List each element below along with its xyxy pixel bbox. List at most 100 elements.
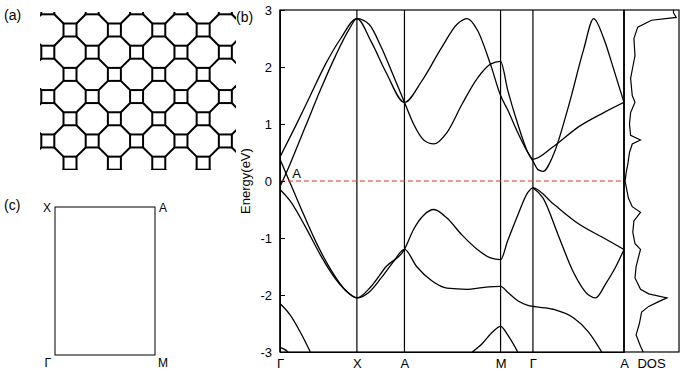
lattice-bond [121,59,130,68]
y-tick-label: -1 [260,231,272,246]
lattice-square [130,12,143,14]
lattice-bond [121,147,130,156]
bz-corner-label: Γ [44,356,51,370]
x-tick-label: A [620,356,629,371]
lattice-bond [187,59,196,68]
lattice-bond [99,37,108,46]
annotation: A [292,166,301,181]
lattice-square [108,112,121,125]
lattice-square [86,90,99,103]
lattice-square [130,90,143,103]
y-tick: 1 [265,117,285,132]
lattice-bond [121,81,130,90]
lattice-bond [143,14,152,23]
lattice-bond [54,59,63,68]
lattice-bond [99,125,108,134]
bz-corner-label: A [159,201,167,215]
lattice-square [108,24,121,37]
lattice-bond [77,59,86,68]
lattice-bond [77,147,86,156]
lattice-bond [165,59,174,68]
lattice-bond [187,170,196,171]
dos-frame [624,10,679,352]
lattice-square [197,157,210,170]
lattice-bond [99,103,108,112]
lattice-square [174,134,187,147]
lattice-bond [54,81,63,90]
lattice-bond [232,103,236,112]
lattice-bond [54,125,63,134]
lattice-bond [143,103,152,112]
lattice-square [174,12,187,14]
band-line [280,347,288,352]
lattice-bond [54,14,63,23]
lattice-bond [143,125,152,134]
band-line [280,19,624,160]
lattice-bond [54,147,63,156]
y-tick-mark [280,124,285,125]
lattice-bond [165,170,174,171]
x-tick: A [401,352,410,371]
lattice-square [174,46,187,59]
lattice-bond [40,81,41,90]
bz-corner-label: M [158,356,168,370]
lattice-bond [210,14,219,23]
lattice-bond [143,81,152,90]
band-line [280,304,310,352]
y-tick-label: 1 [265,117,272,132]
lattice-bond [99,147,108,156]
figure-svg: -3-2-10123ΓXAMΓAEnergy(eV)(b)ADOS(a)(c)X… [0,0,685,382]
y-axis-title: Energy(eV) [238,148,253,214]
lattice-bond [143,170,152,171]
lattice-bond [77,14,86,23]
lattice-bond [77,170,86,171]
x-tick-label: Γ [530,356,537,371]
lattice-bond [210,170,219,171]
lattice-square [152,24,165,37]
lattice-square [219,12,232,14]
dos-area [625,10,676,352]
lattice-square [152,68,165,81]
y-tick-label: 0 [265,174,272,189]
lattice-bond [232,147,236,156]
lattice-bond [210,125,219,134]
lattice-bond [77,103,86,112]
lattice-square [64,112,77,125]
y-axis: -3-2-10123 [260,3,285,360]
lattice-square [130,46,143,59]
lattice-bond [210,103,219,112]
lattice-square [41,134,54,147]
lattice-bond [210,37,219,46]
panel-label: (a) [4,7,21,23]
grid [280,10,624,352]
lattice-square [108,68,121,81]
lattice-bond [143,37,152,46]
x-tick: Γ [277,352,284,371]
band-line [280,19,624,187]
lattice-bond [165,14,174,23]
lattice-square [174,90,187,103]
y-tick: 2 [265,60,285,75]
y-tick-label: 2 [265,60,272,75]
band-line [472,326,518,352]
lattice-square [197,24,210,37]
lattice-square [130,134,143,147]
y-tick-label: -2 [260,288,272,303]
lattice-bond [232,170,236,171]
lattice-bond [165,37,174,46]
x-tick: X [353,352,362,371]
lattice-bond [187,125,196,134]
lattice-bond [99,59,108,68]
lattice-bond [121,14,130,23]
lattice-square [86,134,99,147]
lattice-bond [187,103,196,112]
lattice-bond [40,170,41,171]
bz-corner-label: X [43,201,51,215]
lattice-bond [210,147,219,156]
y-tick-mark [280,238,285,239]
lattice-bond [187,147,196,156]
y-tick: -1 [260,231,285,246]
lattice-bond [77,125,86,134]
lattice-bond [165,147,174,156]
lattice-square [64,157,77,170]
